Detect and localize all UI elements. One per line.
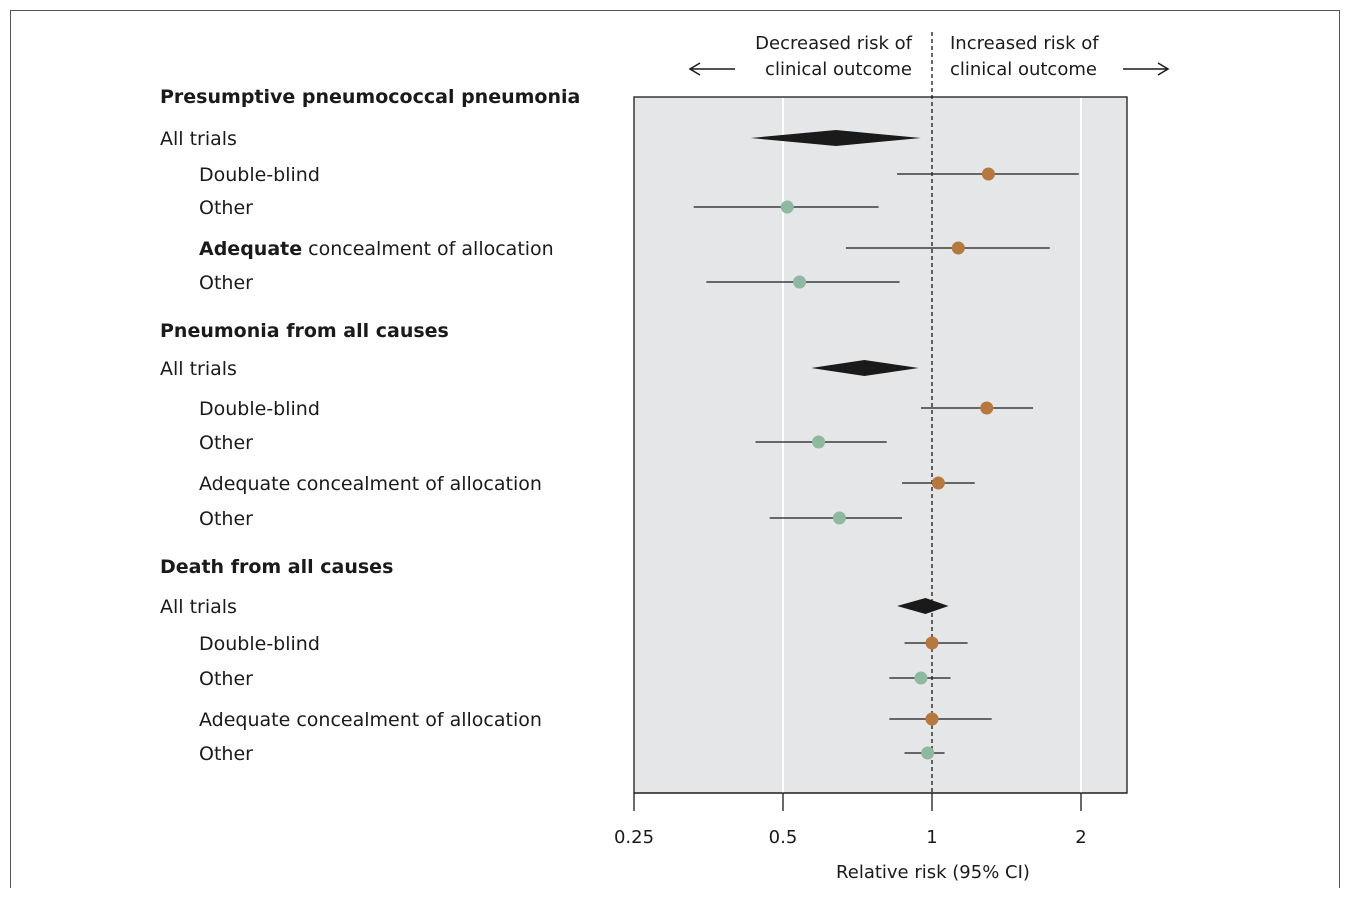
row-label: Other [199, 743, 253, 765]
point-estimate [793, 275, 807, 289]
row-header: Death from all causes [160, 556, 393, 578]
row-label: Other [199, 272, 253, 294]
point-estimate [780, 200, 794, 214]
row-header: Presumptive pneumococcal pneumonia [160, 86, 580, 108]
row-label: Adequate concealment of allocation [199, 238, 554, 260]
pooled-diamond [750, 130, 921, 146]
point-estimate [921, 746, 935, 760]
row-label: All trials [160, 358, 237, 380]
pooled-diamond [811, 360, 919, 376]
arrow-left-head [688, 62, 701, 76]
point-estimate [980, 401, 994, 415]
row-label-rest: concealment of allocation [302, 238, 554, 260]
x-tick-label: 0.5 [769, 827, 798, 848]
row-label: Double-blind [199, 398, 320, 420]
point-estimate [981, 167, 995, 181]
x-tick-label: 2 [1075, 827, 1086, 848]
row-label: Adequate concealment of allocation [199, 709, 542, 731]
annotation-decreased-line1: Decreased risk of [755, 33, 912, 54]
point-estimate [931, 476, 945, 490]
point-estimate [951, 241, 965, 255]
point-estimate [832, 511, 846, 525]
row-label: Double-blind [199, 164, 320, 186]
row-label: Adequate concealment of allocation [199, 473, 542, 495]
point-estimate [925, 712, 939, 726]
x-tick-label: 0.25 [614, 827, 654, 848]
annotation-increased-line1: Increased risk of [950, 33, 1099, 54]
point-estimate [812, 435, 826, 449]
point-estimate [914, 671, 928, 685]
annotation-increased-line2: clinical outcome [950, 59, 1097, 80]
row-label: Other [199, 508, 253, 530]
row-label: Double-blind [199, 633, 320, 655]
figure-frame [10, 10, 1340, 888]
row-label: Other [199, 432, 253, 454]
pooled-diamond [897, 598, 949, 614]
x-axis-title: Relative risk (95% CI) [836, 862, 1030, 883]
annotation-decreased-line2: clinical outcome [765, 59, 912, 80]
arrow-right-head [1157, 62, 1170, 76]
row-header: Pneumonia from all causes [160, 320, 449, 342]
row-label-bold: Adequate [199, 238, 302, 260]
point-estimate [925, 636, 939, 650]
row-label: All trials [160, 128, 237, 150]
row-label: Other [199, 197, 253, 219]
row-label: Other [199, 668, 253, 690]
plot-panel [633, 96, 1128, 794]
x-tick-label: 1 [926, 827, 937, 848]
row-label: All trials [160, 596, 237, 618]
